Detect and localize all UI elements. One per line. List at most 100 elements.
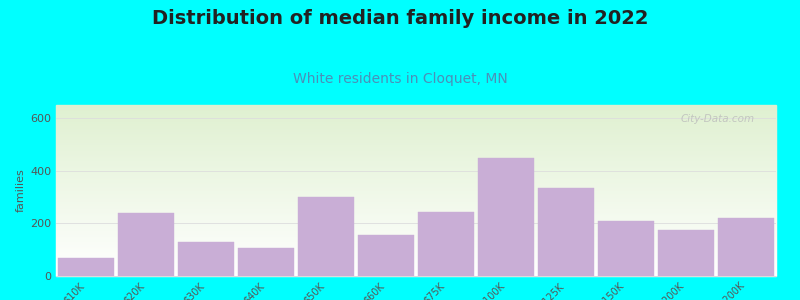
Bar — [56, 206, 776, 207]
Bar — [56, 118, 776, 119]
Bar — [56, 126, 776, 127]
Bar — [56, 202, 776, 203]
Bar — [56, 132, 776, 133]
Bar — [56, 115, 776, 116]
Bar — [56, 128, 776, 129]
Bar — [56, 226, 776, 227]
Bar — [56, 252, 776, 253]
Bar — [56, 152, 776, 153]
Bar — [56, 249, 776, 250]
Bar — [56, 160, 776, 161]
Bar — [56, 238, 776, 239]
Bar — [56, 216, 776, 217]
Bar — [56, 127, 776, 128]
Bar — [56, 173, 776, 174]
Bar — [56, 235, 776, 236]
Bar — [56, 267, 776, 268]
Bar — [56, 187, 776, 188]
Bar — [56, 111, 776, 112]
Bar — [56, 248, 776, 249]
Bar — [56, 255, 776, 256]
Bar — [56, 139, 776, 140]
Bar — [56, 120, 776, 121]
Bar — [56, 136, 776, 137]
Bar — [56, 229, 776, 230]
Bar — [56, 186, 776, 187]
Bar — [178, 242, 234, 276]
Bar — [56, 230, 776, 231]
Bar — [56, 106, 776, 107]
Bar — [56, 133, 776, 134]
Bar — [56, 129, 776, 130]
Y-axis label: families: families — [16, 169, 26, 212]
Bar — [56, 151, 776, 152]
Bar — [56, 222, 776, 223]
Bar — [56, 244, 776, 245]
Bar — [56, 224, 776, 225]
Bar — [56, 220, 776, 221]
Bar — [56, 163, 776, 164]
Bar — [56, 256, 776, 257]
Bar — [56, 109, 776, 110]
Bar — [56, 199, 776, 200]
Bar — [56, 172, 776, 173]
Bar — [56, 191, 776, 192]
Bar — [56, 192, 776, 193]
Bar — [56, 270, 776, 271]
Bar — [56, 259, 776, 260]
Bar — [56, 215, 776, 216]
Bar — [56, 170, 776, 171]
Bar — [56, 114, 776, 115]
Bar — [56, 237, 776, 238]
Bar — [56, 135, 776, 136]
Bar — [56, 185, 776, 186]
Bar — [56, 161, 776, 162]
Bar — [56, 273, 776, 274]
Bar — [56, 275, 776, 276]
Bar — [56, 240, 776, 241]
Bar — [56, 175, 776, 176]
Bar — [56, 205, 776, 206]
Bar — [56, 189, 776, 190]
Text: Distribution of median family income in 2022: Distribution of median family income in … — [152, 9, 648, 28]
Bar — [56, 243, 776, 244]
Bar — [56, 183, 776, 184]
Bar — [56, 167, 776, 168]
Bar — [56, 179, 776, 180]
Bar — [56, 177, 776, 178]
Bar — [56, 266, 776, 267]
Bar — [56, 274, 776, 275]
Bar — [56, 212, 776, 213]
Bar — [56, 159, 776, 160]
Bar — [56, 214, 776, 215]
Bar — [538, 188, 594, 276]
Bar — [56, 157, 776, 158]
Bar — [56, 260, 776, 261]
Bar — [56, 245, 776, 246]
Bar — [56, 105, 776, 106]
Bar — [56, 141, 776, 142]
Bar — [56, 198, 776, 199]
Bar — [56, 137, 776, 138]
Bar — [56, 195, 776, 196]
Bar — [56, 134, 776, 135]
Bar — [56, 147, 776, 148]
Bar — [56, 209, 776, 210]
Bar — [56, 194, 776, 195]
Bar — [56, 123, 776, 124]
Bar — [56, 264, 776, 265]
Bar — [56, 119, 776, 120]
Bar — [56, 149, 776, 150]
Bar — [56, 131, 776, 132]
Bar — [56, 242, 776, 243]
Bar — [56, 231, 776, 232]
Bar — [56, 171, 776, 172]
Bar — [56, 110, 776, 111]
Bar — [58, 258, 114, 276]
Bar — [56, 241, 776, 242]
Bar — [56, 225, 776, 226]
Bar — [56, 158, 776, 159]
Bar — [418, 212, 474, 276]
Bar — [56, 258, 776, 259]
Bar — [118, 213, 174, 276]
